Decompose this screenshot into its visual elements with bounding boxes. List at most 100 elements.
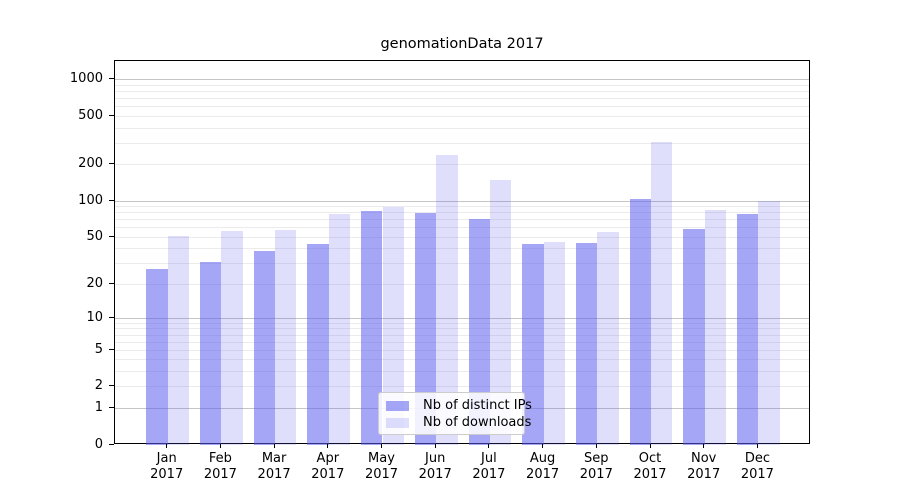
legend-swatch-distinct-ips (386, 400, 409, 411)
x-tick-label-nov: Nov 2017 (687, 451, 721, 482)
gridline-4 (115, 359, 809, 361)
x-tick-label-jan: Jan 2017 (150, 451, 184, 482)
bar-distinct-ips-jun (414, 212, 437, 445)
x-tick-jun (434, 444, 436, 448)
x-tick-oct (649, 444, 651, 448)
x-tick-jul (488, 444, 490, 448)
y-tick-1 (109, 406, 114, 408)
bar-distinct-ips-jul (468, 218, 490, 445)
gridline-9 (115, 322, 809, 324)
x-tick-jan (166, 444, 168, 448)
legend-swatch-downloads (386, 417, 409, 428)
x-tick-nov (703, 444, 705, 448)
bar-downloads-sep (597, 232, 619, 445)
y-tick-1000 (109, 78, 114, 80)
gridline-1000 (115, 79, 809, 81)
y-tick-label-1: 1 (94, 399, 103, 415)
gridline-80 (115, 212, 809, 214)
gridline-60 (115, 227, 809, 229)
gridline-700 (115, 98, 809, 100)
gridline-100 (115, 200, 809, 202)
gridline-40 (115, 248, 809, 250)
y-tick-label-50: 50 (86, 228, 103, 244)
x-tick-label-may: May 2017 (364, 451, 399, 482)
y-tick-label-2: 2 (94, 378, 103, 394)
gridline-50 (115, 236, 809, 238)
y-tick-20 (109, 282, 114, 284)
y-tick-10 (109, 316, 114, 318)
gridline-3 (115, 371, 809, 373)
gridline-10 (115, 317, 809, 319)
x-tick-label-apr: Apr 2017 (311, 451, 345, 482)
bar-distinct-ips-may (361, 211, 383, 445)
gridline-800 (115, 91, 809, 93)
y-tick-label-500: 500 (78, 107, 103, 123)
gridline-900 (115, 84, 809, 86)
bar-distinct-ips-dec (737, 214, 759, 445)
y-tick-label-5: 5 (94, 341, 103, 357)
gridline-400 (115, 127, 809, 129)
x-tick-label-oct: Oct 2017 (633, 451, 667, 482)
bar-distinct-ips-aug (522, 243, 544, 445)
bar-downloads-may (382, 206, 404, 445)
y-tick-label-200: 200 (78, 156, 103, 172)
gridline-20 (115, 283, 809, 285)
y-tick-100 (109, 199, 114, 201)
bar-downloads-jun (436, 155, 458, 445)
y-tick-label-10: 10 (86, 309, 103, 325)
legend: Nb of distinct IPs Nb of downloads (378, 392, 532, 435)
gridline-70 (115, 219, 809, 221)
x-tick-feb (219, 444, 221, 448)
y-tick-2 (109, 385, 114, 387)
y-tick-label-0: 0 (94, 436, 103, 452)
bar-distinct-ips-sep (575, 242, 598, 445)
bar-downloads-nov (704, 210, 727, 445)
x-tick-apr (327, 444, 329, 448)
gridline-300 (115, 142, 809, 144)
y-tick-200 (109, 163, 114, 165)
y-tick-label-20: 20 (86, 275, 103, 291)
x-tick-label-jul: Jul 2017 (472, 451, 506, 482)
bar-downloads-oct (651, 141, 673, 445)
legend-item-downloads: Nb of downloads (386, 415, 531, 430)
bar-distinct-ips-jan (146, 268, 168, 445)
bar-downloads-mar (275, 230, 297, 445)
gridline-5 (115, 349, 809, 351)
x-tick-sep (595, 444, 597, 448)
gridline-6 (115, 341, 809, 343)
y-tick-0 (109, 443, 114, 445)
bar-distinct-ips-mar (253, 251, 276, 445)
bar-downloads-jan (167, 236, 190, 445)
x-tick-label-jun: Jun 2017 (418, 451, 452, 482)
x-tick-label-feb: Feb 2017 (203, 451, 237, 482)
bar-distinct-ips-feb (200, 261, 222, 445)
gridline-30 (115, 263, 809, 264)
bar-downloads-feb (221, 231, 243, 445)
gridline-200 (115, 164, 809, 166)
y-tick-500 (109, 114, 114, 116)
gridline-7 (115, 334, 809, 336)
bar-distinct-ips-apr (307, 243, 329, 445)
y-tick-5 (109, 348, 114, 350)
chart-title: genomationData 2017 (380, 36, 544, 52)
x-tick-dec (756, 444, 758, 448)
y-tick-label-1000: 1000 (69, 71, 103, 87)
plot-area: Nb of distinct IPs Nb of downloads (114, 60, 810, 445)
gridline-500 (115, 115, 809, 117)
y-tick-50 (109, 235, 114, 237)
x-tick-aug (542, 444, 544, 448)
bar-distinct-ips-nov (683, 228, 705, 445)
y-tick-label-100: 100 (78, 192, 103, 208)
gridline-600 (115, 106, 809, 108)
x-tick-mar (273, 444, 275, 448)
legend-label-downloads: Nb of downloads (423, 415, 532, 430)
gridline-8 (115, 328, 809, 330)
x-tick-label-aug: Aug 2017 (526, 451, 560, 482)
gridline-90 (115, 206, 809, 208)
bar-downloads-jul (489, 180, 512, 445)
x-tick-label-mar: Mar 2017 (257, 451, 291, 482)
gridline-2 (115, 386, 809, 388)
bar-downloads-dec (758, 201, 780, 445)
bar-distinct-ips-oct (629, 198, 651, 445)
